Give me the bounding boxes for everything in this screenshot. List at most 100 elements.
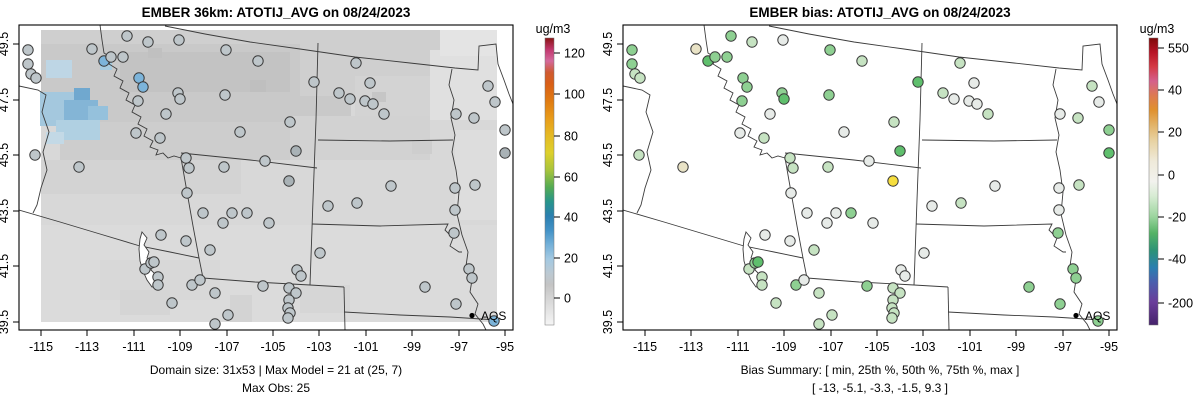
- station-marker: [954, 57, 966, 69]
- x-axis-tick-label: -111: [726, 340, 749, 354]
- border-co_east: [343, 286, 346, 330]
- y-axis-tick-label: 45.5: [601, 143, 615, 167]
- border-or_id: [19, 85, 50, 214]
- colorbar-tick-label: 120: [564, 47, 585, 61]
- plot-frame-bias: [622, 24, 1118, 331]
- station-marker: [344, 93, 356, 105]
- colorbar-tick-label: 100: [564, 88, 585, 102]
- station-marker: [926, 200, 938, 212]
- raster-cell: [46, 60, 72, 78]
- station-marker: [183, 162, 195, 174]
- station-marker: [886, 312, 898, 324]
- border-ut_wy: [198, 257, 204, 279]
- station-marker: [1070, 272, 1082, 284]
- station-marker: [482, 80, 494, 92]
- station-marker: [937, 87, 949, 99]
- raster-cell: [41, 30, 497, 44]
- station-marker: [778, 93, 790, 105]
- station-marker: [222, 309, 234, 321]
- raster-cell: [41, 160, 241, 194]
- station-marker: [821, 217, 833, 229]
- station-marker: [830, 207, 842, 219]
- right-panel-title: EMBER bias: ATOTIJ_AVG on 08/24/2023: [749, 5, 1011, 20]
- station-marker: [633, 149, 645, 161]
- station-marker: [142, 36, 154, 48]
- station-marker: [333, 87, 345, 99]
- station-marker: [218, 161, 230, 173]
- y-axis-tick-label: 39.5: [0, 310, 11, 334]
- station-marker: [756, 279, 768, 291]
- station-marker: [626, 58, 638, 70]
- station-marker: [252, 55, 264, 67]
- colorbar-tick-label: 0: [1168, 169, 1175, 183]
- x-axis-tick-label: -97: [450, 340, 468, 354]
- station-marker: [1086, 80, 1098, 92]
- station-marker: [181, 187, 193, 199]
- raster-cell: [148, 48, 162, 58]
- station-marker: [259, 155, 271, 167]
- station-marker: [154, 132, 166, 144]
- raster-cell: [440, 30, 497, 56]
- station-marker: [132, 95, 144, 107]
- x-axis-tick-label: -107: [214, 340, 239, 354]
- station-marker: [826, 309, 838, 321]
- station-marker: [626, 44, 638, 56]
- left-aqs-legend-label: AQS: [481, 309, 506, 323]
- aqs-legend-dot: [1073, 312, 1079, 319]
- colorbar-tick-label: 20: [564, 252, 578, 266]
- station-marker: [861, 280, 873, 292]
- station-marker: [721, 51, 733, 63]
- station-marker: [894, 145, 906, 157]
- raster-cell: [250, 80, 266, 92]
- station-marker: [634, 72, 646, 84]
- station-marker: [194, 274, 206, 286]
- station-marker: [209, 318, 221, 330]
- station-marker: [121, 30, 133, 42]
- raster-cell: [46, 132, 64, 144]
- station-marker: [174, 93, 186, 105]
- x-axis-tick-label: -113: [679, 340, 703, 354]
- station-marker: [488, 315, 500, 327]
- station-marker: [152, 279, 164, 291]
- station-marker: [468, 112, 480, 124]
- x-axis-tick-label: -101: [957, 340, 982, 354]
- plot-frame-model: [18, 24, 514, 331]
- station-marker: [489, 96, 501, 108]
- station-marker: [499, 147, 511, 159]
- station-marker: [823, 89, 835, 101]
- border-wy_west: [180, 157, 200, 259]
- station-marker: [798, 274, 810, 286]
- station-marker: [385, 180, 397, 192]
- station-marker: [234, 126, 246, 138]
- station-marker: [290, 145, 302, 157]
- station-marker: [282, 312, 294, 324]
- station-marker: [856, 55, 868, 67]
- station-marker: [784, 235, 796, 247]
- station-marker: [1072, 112, 1084, 124]
- border-ut_wy: [802, 257, 808, 279]
- station-marker: [450, 298, 462, 310]
- station-marker: [1053, 204, 1065, 216]
- right-caption-line2: [ -13, -5.1, -3.3, -1.5, 9.3 ]: [812, 381, 948, 395]
- border-wy_south: [202, 277, 345, 288]
- raster-cell: [300, 285, 350, 313]
- x-axis-tick-label: -113: [75, 340, 99, 354]
- colorbar-tick-label: 40: [564, 211, 578, 225]
- colorbar-tick-label: 550: [1168, 42, 1189, 56]
- station-marker: [813, 318, 825, 330]
- border-sd_ne: [915, 223, 1066, 253]
- station-marker: [770, 297, 782, 309]
- station-marker: [186, 279, 198, 291]
- colorbar-tick-label: 60: [564, 171, 578, 185]
- station-marker: [219, 89, 231, 101]
- station-marker: [180, 152, 192, 164]
- map-panel-model: [19, 25, 513, 330]
- station-marker: [449, 204, 461, 216]
- station-marker: [257, 280, 269, 292]
- station-marker: [894, 287, 906, 299]
- border-ne_ks: [947, 311, 1102, 321]
- x-axis-tick-label: -109: [167, 340, 192, 354]
- border-red_river_east: [1052, 68, 1091, 330]
